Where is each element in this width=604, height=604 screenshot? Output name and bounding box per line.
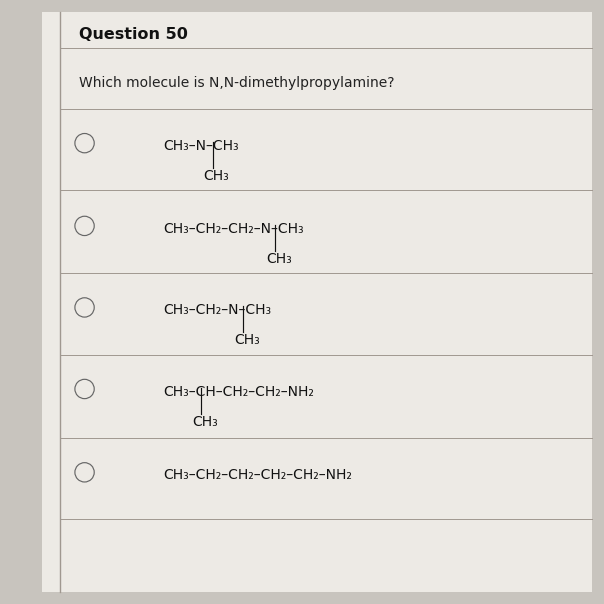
Text: CH₃: CH₃ (234, 333, 260, 347)
FancyBboxPatch shape (42, 12, 592, 592)
Text: CH₃–CH₂–CH₂–N–CH₃: CH₃–CH₂–CH₂–N–CH₃ (163, 222, 304, 236)
Text: Question 50: Question 50 (79, 27, 187, 42)
Text: CH₃–N–CH₃: CH₃–N–CH₃ (163, 139, 239, 153)
Text: CH₃: CH₃ (266, 252, 292, 266)
Text: CH₃–CH₂–N–CH₃: CH₃–CH₂–N–CH₃ (163, 303, 271, 317)
Text: CH₃: CH₃ (203, 169, 229, 183)
Text: CH₃–CH–CH₂–CH₂–NH₂: CH₃–CH–CH₂–CH₂–NH₂ (163, 385, 314, 399)
Text: Which molecule is N,N-dimethylpropylamine?: Which molecule is N,N-dimethylpropylamin… (79, 76, 394, 89)
Text: CH₃–CH₂–CH₂–CH₂–CH₂–NH₂: CH₃–CH₂–CH₂–CH₂–CH₂–NH₂ (163, 468, 352, 482)
Text: CH₃: CH₃ (192, 415, 218, 429)
